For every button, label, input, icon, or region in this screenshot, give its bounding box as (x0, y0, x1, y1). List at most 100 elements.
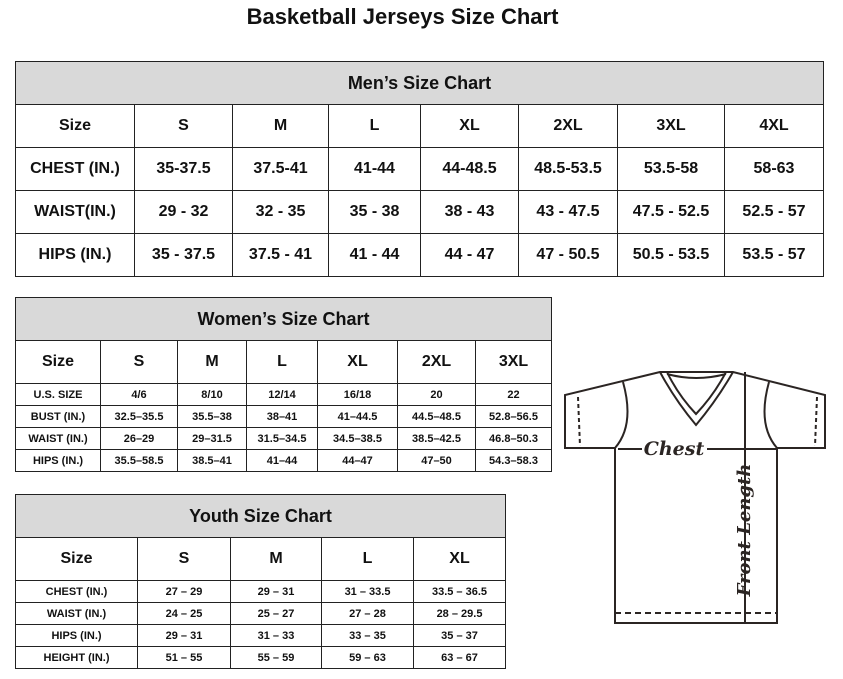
value-cell: 44–47 (317, 449, 398, 472)
value-cell: 50.5 - 53.5 (617, 233, 725, 277)
row-label: HIPS (IN.) (15, 233, 135, 277)
value-cell: 31.5–34.5 (246, 427, 318, 450)
row-label: HIPS (IN.) (15, 624, 138, 647)
value-cell: 47 - 50.5 (518, 233, 618, 277)
value-cell: 31 – 33.5 (321, 580, 414, 603)
table-caption: Men’s Size Chart (15, 61, 824, 105)
value-cell: 41 - 44 (328, 233, 421, 277)
mens-size-table: Men’s Size Chart Size S M L XL 2XL 3XL 4XL CHEST … (15, 61, 824, 277)
value-cell: 43 - 47.5 (518, 190, 618, 234)
value-cell: 27 – 29 (137, 580, 231, 603)
table-caption: Women’s Size Chart (14, 297, 553, 341)
table-row: U.S. SIZE 4/6 8/10 12/14 16/18 20 22 (15, 383, 553, 406)
table-row: HEIGHT (IN.) 51 – 55 55 – 59 59 – 63 63 – 67 (15, 646, 507, 669)
value-cell: 41–44 (246, 449, 318, 472)
value-cell: 47–50 (397, 449, 476, 472)
value-cell: 29 – 31 (230, 580, 322, 603)
value-cell: 38–41 (246, 405, 318, 428)
left-armhole (614, 381, 629, 449)
value-cell: 44 - 47 (420, 233, 519, 277)
value-cell: 20 (397, 383, 476, 406)
table-row: WAIST(IN.) 29 - 32 32 - 35 35 - 38 38 - 43 43… (15, 190, 824, 234)
row-label: U.S. SIZE (15, 383, 101, 406)
value-cell: 54.3–58.3 (474, 449, 553, 472)
header-cell: 3XL (474, 340, 553, 384)
collar (659, 371, 734, 427)
value-cell: 35 - 38 (328, 190, 421, 234)
value-cell: 58-63 (724, 147, 824, 191)
value-cell: 51 – 55 (137, 646, 231, 669)
value-cell: 55 – 59 (230, 646, 322, 669)
header-cell: M (177, 340, 247, 384)
value-cell: 4/6 (100, 383, 178, 406)
table-row: WAIST (IN.) 24 – 25 25 – 27 27 – 28 28 – 29.… (15, 602, 507, 625)
value-cell: 24 – 25 (137, 602, 231, 625)
value-cell: 52.5 - 57 (724, 190, 824, 234)
value-cell: 22 (474, 383, 553, 406)
value-cell: 41-44 (328, 147, 421, 191)
value-cell: 25 – 27 (230, 602, 322, 625)
row-label: WAIST (IN.) (15, 602, 138, 625)
value-cell: 33.5 – 36.5 (412, 580, 507, 603)
value-cell: 35-37.5 (134, 147, 233, 191)
value-cell: 29 – 31 (137, 624, 231, 647)
header-cell: S (137, 537, 231, 581)
value-cell: 33 – 35 (321, 624, 414, 647)
value-cell: 63 – 67 (412, 646, 507, 669)
value-cell: 27 – 28 (321, 602, 414, 625)
header-row: Size S M L XL (15, 537, 507, 581)
header-cell: XL (412, 537, 507, 581)
header-cell: M (230, 537, 322, 581)
header-cell: 3XL (617, 104, 725, 148)
shirt-outline (564, 371, 826, 624)
value-cell: 38 - 43 (420, 190, 519, 234)
value-cell: 37.5 - 41 (232, 233, 329, 277)
value-cell: 41–44.5 (317, 405, 398, 428)
table-row: CHEST (IN.) 27 – 29 29 – 31 31 – 33.5 33.5 –… (15, 580, 507, 603)
header-row: Size S M L XL 2XL 3XL 4XL (15, 104, 824, 148)
value-cell: 44-48.5 (420, 147, 519, 191)
value-cell: 59 – 63 (321, 646, 414, 669)
row-label: HIPS (IN.) (15, 449, 101, 472)
value-cell: 53.5 - 57 (724, 233, 824, 277)
value-cell: 52.8–56.5 (474, 405, 553, 428)
header-row: Size S M L XL 2XL 3XL (15, 340, 553, 384)
page-title: Basketball Jerseys Size Chart (246, 4, 559, 29)
value-cell: 31 – 33 (230, 624, 322, 647)
row-label: WAIST (IN.) (15, 427, 101, 450)
value-cell: 47.5 - 52.5 (617, 190, 725, 234)
value-cell: 35.5–38 (177, 405, 247, 428)
header-cell: 4XL (724, 104, 824, 148)
front-length-label: Front Length (734, 464, 755, 598)
table-row: CHEST (IN.) 35-37.5 37.5-41 41-44 44-48.5 48.… (15, 147, 824, 191)
header-cell: 2XL (397, 340, 476, 384)
header-cell: L (246, 340, 318, 384)
youth-size-table: Youth Size Chart Size S M L XL CHEST (IN.) 27 –… (14, 494, 507, 669)
header-cell: Size (15, 104, 135, 148)
caption-row: Youth Size Chart (14, 494, 507, 538)
value-cell: 35.5–58.5 (100, 449, 178, 472)
value-cell: 26–29 (100, 427, 178, 450)
header-cell: 2XL (518, 104, 618, 148)
header-cell: L (321, 537, 414, 581)
table-row: BUST (IN.) 32.5–35.5 35.5–38 38–41 41–44.5 44… (15, 405, 553, 428)
value-cell: 53.5-58 (617, 147, 725, 191)
value-cell: 16/18 (317, 383, 398, 406)
row-label: CHEST (IN.) (15, 147, 135, 191)
value-cell: 35 – 37 (412, 624, 507, 647)
header-cell: S (100, 340, 178, 384)
value-cell: 37.5-41 (232, 147, 329, 191)
header-cell: XL (317, 340, 398, 384)
value-cell: 34.5–38.5 (317, 427, 398, 450)
right-armhole (763, 381, 778, 449)
value-cell: 38.5–42.5 (397, 427, 476, 450)
value-cell: 8/10 (177, 383, 247, 406)
caption-row: Women’s Size Chart (14, 297, 553, 341)
header-cell: Size (15, 340, 101, 384)
collar-inner (666, 371, 727, 416)
table-row: HIPS (IN.) 35.5–58.5 38.5–41 41–44 44–47 47–5… (15, 449, 553, 472)
table-caption: Youth Size Chart (14, 494, 507, 538)
header-cell: M (232, 104, 329, 148)
value-cell: 28 – 29.5 (412, 602, 507, 625)
header-cell: S (134, 104, 233, 148)
